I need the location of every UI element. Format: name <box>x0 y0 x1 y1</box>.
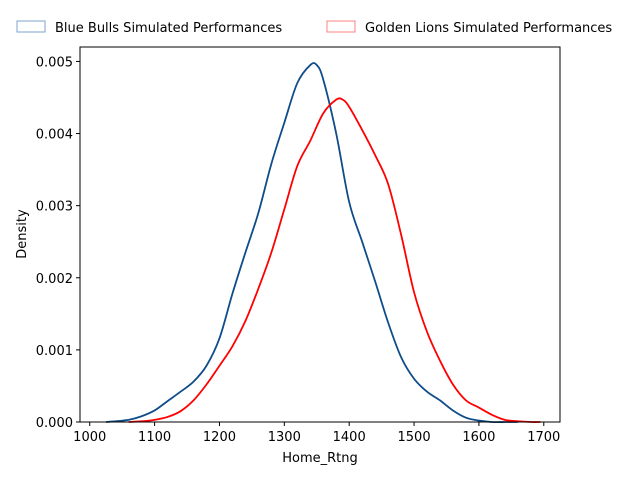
x-tick-label: 1500 <box>398 430 431 445</box>
plot-frame <box>79 46 561 423</box>
plot-area <box>79 46 561 424</box>
legend: Blue Bulls Simulated Performances Golden… <box>16 20 612 36</box>
x-axis-label: Home_Rtng <box>282 451 358 466</box>
x-tick-label: 1000 <box>73 430 106 445</box>
y-tick-label: 0.005 <box>36 55 73 70</box>
x-axis: 1000 1100 1200 1300 1400 1500 1600 1700 <box>73 422 560 445</box>
legend-label-golden-lions: Golden Lions Simulated Performances <box>365 21 612 36</box>
legend-swatch-blue-bulls <box>16 20 46 33</box>
x-tick-label: 1300 <box>268 430 301 445</box>
legend-swatch-golden-lions <box>326 20 356 33</box>
y-tick-label: 0.003 <box>36 200 73 215</box>
y-tick-label: 0.001 <box>36 344 73 359</box>
density-line-blue-bulls <box>105 62 518 424</box>
x-tick-label: 1100 <box>138 430 171 445</box>
x-tick-label: 1600 <box>462 430 495 445</box>
x-tick-label: 1200 <box>203 430 236 445</box>
y-tick-label: 0.000 <box>36 416 73 431</box>
y-tick-label: 0.002 <box>36 272 73 287</box>
y-tick-label: 0.004 <box>36 128 73 143</box>
density-line-golden-lions <box>128 97 541 423</box>
y-axis-label: Density <box>15 209 30 259</box>
x-tick-label: 1400 <box>333 430 366 445</box>
legend-label-blue-bulls: Blue Bulls Simulated Performances <box>55 21 282 36</box>
y-axis: 0.000 0.001 0.002 0.003 0.004 0.005 <box>36 55 80 431</box>
x-tick-label: 1700 <box>527 430 560 445</box>
